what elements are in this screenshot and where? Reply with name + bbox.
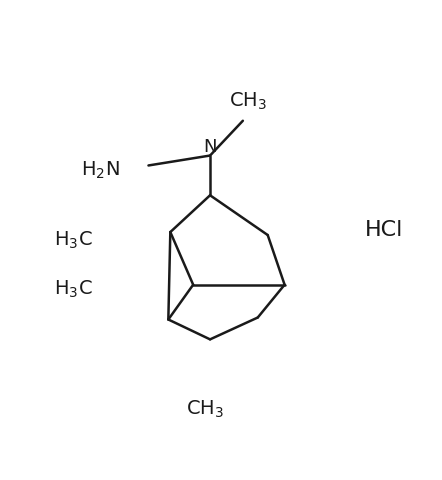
Text: HCl: HCl (365, 220, 403, 240)
Text: H$_3$C: H$_3$C (54, 229, 93, 251)
Text: H$_2$N: H$_2$N (81, 160, 120, 181)
Text: H$_3$C: H$_3$C (54, 279, 93, 300)
Text: CH$_3$: CH$_3$ (186, 399, 224, 420)
Text: CH$_3$: CH$_3$ (229, 90, 267, 111)
Text: N: N (203, 138, 217, 156)
